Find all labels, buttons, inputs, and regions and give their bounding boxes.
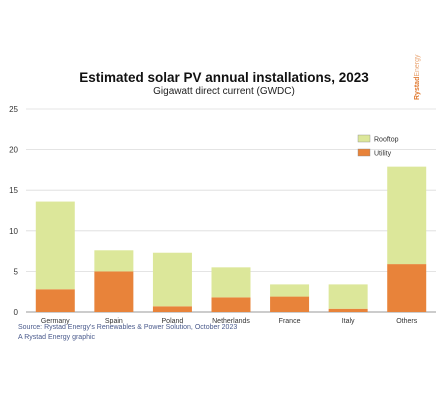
y-axis-ticks: 0 5 10 15 20 25 <box>9 105 18 317</box>
y-tick-label: 5 <box>14 267 19 276</box>
bar-rooftop <box>94 250 134 272</box>
y-tick-label: 15 <box>9 186 18 195</box>
bar-rooftop <box>152 252 192 307</box>
legend-label-utility: Utility <box>374 151 392 158</box>
x-axis-ticks: Germany Spain Poland Netherlands France Italy… <box>41 318 418 325</box>
bar-rooftop <box>387 166 427 265</box>
x-tick-label: Spain <box>105 318 123 325</box>
bar-utility <box>270 296 310 312</box>
bar-utility <box>328 308 368 312</box>
x-tick-label: Others <box>396 318 418 325</box>
y-tick-label: 0 <box>14 308 19 317</box>
x-tick-label: Netherlands <box>212 318 250 325</box>
y-tick-label: 25 <box>9 105 18 114</box>
legend: Rooftop Utility <box>357 134 399 158</box>
source-line: Source: Rystad Energy's Renewables & Pow… <box>18 324 238 331</box>
y-tick-label: 20 <box>9 146 18 155</box>
bar-utility <box>152 306 192 312</box>
bar-rooftop <box>211 267 251 298</box>
legend-label-rooftop: Rooftop <box>374 137 399 144</box>
bar-utility <box>94 271 134 312</box>
bar-utility <box>35 289 75 312</box>
source-note: Source: Rystad Energy's Renewables & Pow… <box>18 323 237 343</box>
bar-utility <box>211 297 251 312</box>
bars <box>35 166 427 312</box>
bar-rooftop <box>35 201 75 290</box>
chart-subtitle: Gigawatt direct current (GWDC) <box>153 86 295 97</box>
x-tick-label: Germany <box>41 318 70 325</box>
x-tick-label: France <box>279 318 301 325</box>
x-tick-label: Italy <box>342 318 355 325</box>
x-tick-label: Poland <box>162 318 184 325</box>
credit-line: A Rystad Energy graphic <box>18 334 96 341</box>
chart-title: Estimated solar PV annual installations,… <box>79 70 369 85</box>
bar-rooftop <box>270 284 310 297</box>
bar-rooftop <box>328 284 368 309</box>
legend-swatch-utility <box>357 148 371 157</box>
bar-utility <box>387 264 427 312</box>
legend-swatch-rooftop <box>357 134 371 143</box>
y-tick-label: 10 <box>9 227 18 236</box>
